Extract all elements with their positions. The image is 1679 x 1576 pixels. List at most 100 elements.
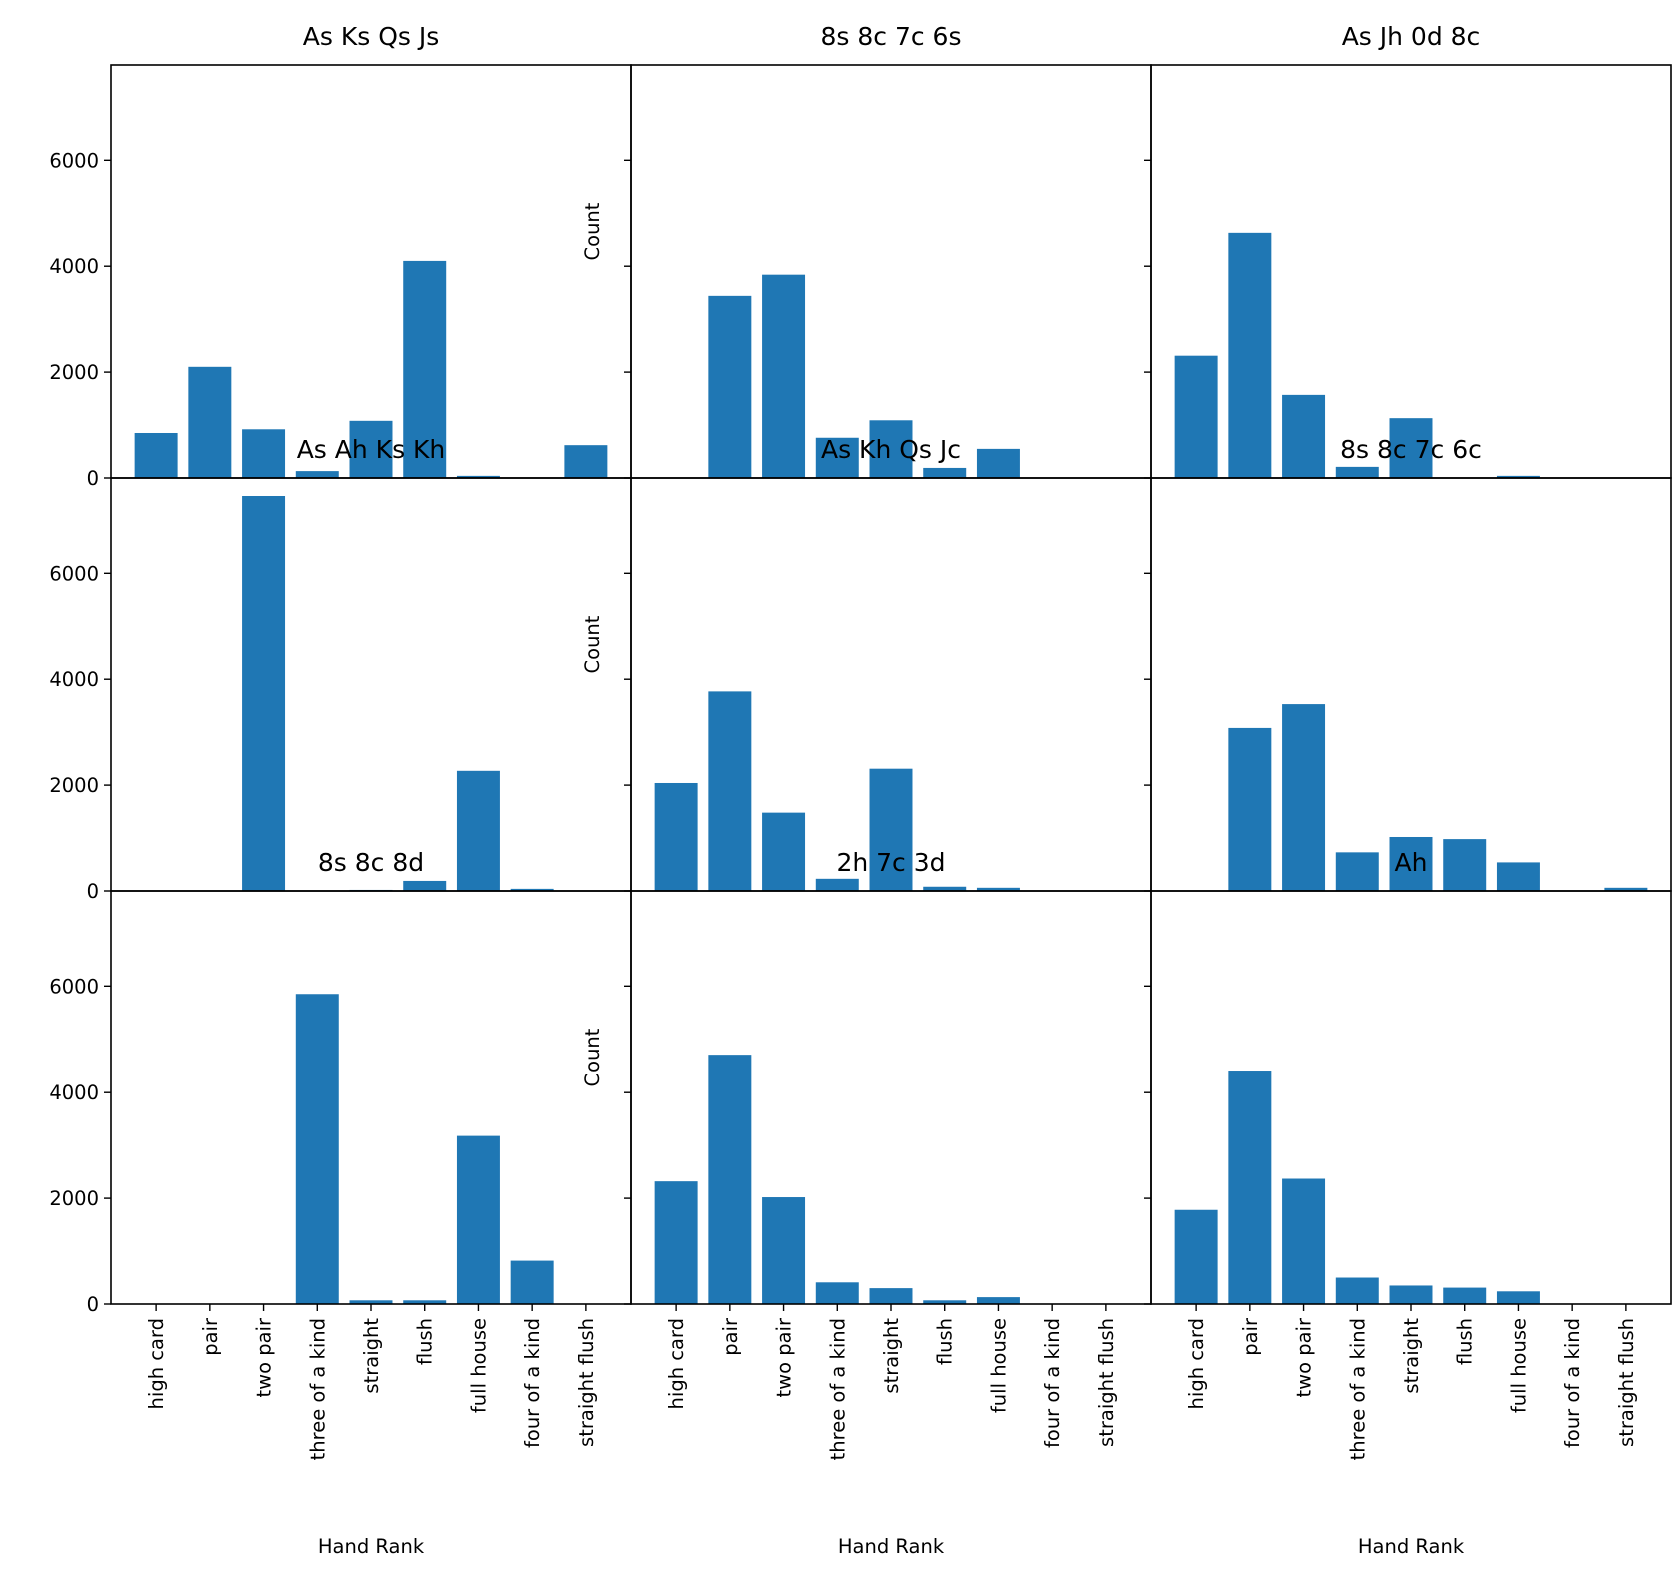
xtick-label-8-3: two pair: [773, 1317, 796, 1397]
xtick-label-7-8: four of a kind: [521, 1318, 544, 1448]
bar-8-7: [976, 1297, 1020, 1304]
bar-7-4: [295, 994, 339, 1304]
panel-frame-4: [110, 477, 632, 892]
xtick-label-8-8: four of a kind: [1041, 1318, 1064, 1448]
bar-6-3: [1282, 704, 1326, 891]
xtick-label-9-1: high card: [1185, 1318, 1208, 1409]
y-axis-label-2: Count: [581, 202, 604, 260]
x-axis-label-7: Hand Rank: [318, 1535, 425, 1558]
xtick-label-8-7: full house: [987, 1318, 1010, 1413]
ytick-label-7-4: 6000: [49, 975, 99, 998]
ytick-label-4-2: 2000: [49, 774, 99, 797]
panel-title-8: 2h 7c 3d: [836, 848, 945, 877]
bar-9-1: [1174, 1209, 1218, 1304]
bar-1-9: [564, 445, 608, 478]
y-axis-label-5: Count: [581, 615, 604, 673]
x-axis-label-8: Hand Rank: [838, 1535, 945, 1558]
xtick-label-7-6: flush: [414, 1318, 437, 1365]
panel-title-7: 8s 8c 8d: [318, 848, 424, 877]
bar-6-7: [1496, 862, 1540, 891]
bar-3-1: [1174, 355, 1218, 478]
xtick-label-8-5: straight: [880, 1318, 903, 1394]
xtick-label-8-1: high card: [665, 1318, 688, 1409]
xtick-label-9-5: straight: [1400, 1318, 1423, 1394]
panel-frame-7: [110, 890, 632, 1305]
xtick-label-7-9: straight flush: [575, 1318, 598, 1447]
xtick-label-7-5: straight: [360, 1318, 383, 1394]
bar-1-4: [295, 471, 339, 478]
bar-5-4: [815, 878, 859, 891]
bar-1-6: [403, 260, 447, 478]
panel-title-2: 8s 8c 7c 6s: [820, 22, 961, 51]
bar-6-4: [1335, 852, 1379, 891]
ytick-label-7-1: 0: [87, 1293, 99, 1316]
bar-3-3: [1282, 394, 1326, 478]
bar-3-7: [1496, 475, 1540, 478]
xtick-label-9-4: three of a kind: [1346, 1318, 1369, 1460]
xtick-label-7-7: full house: [467, 1318, 490, 1413]
bar-7-5: [349, 1300, 393, 1304]
bar-6-2: [1228, 727, 1272, 891]
xtick-label-7-3: two pair: [253, 1317, 276, 1397]
bar-8-5: [869, 1288, 913, 1304]
bar-1-7: [456, 475, 500, 478]
bar-9-7: [1496, 1291, 1540, 1304]
ytick-label-1-2: 2000: [49, 361, 99, 384]
bar-1-2: [188, 366, 232, 478]
panel-title-5: As Kh Qs Jc: [821, 435, 961, 464]
bar-4-6: [403, 880, 447, 891]
bar-6-9: [1604, 887, 1648, 891]
bar-5-5: [869, 768, 913, 891]
bar-9-5: [1389, 1285, 1433, 1304]
x-axis-label-9: Hand Rank: [1358, 1535, 1465, 1558]
xtick-label-9-2: pair: [1239, 1317, 1262, 1356]
bar-4-3: [242, 496, 286, 891]
bar-1-1: [134, 432, 178, 478]
ytick-label-4-1: 0: [87, 880, 99, 903]
ytick-label-4-4: 6000: [49, 562, 99, 585]
bar-2-3: [762, 274, 806, 478]
bar-3-2: [1228, 232, 1272, 478]
bar-2-5: [869, 420, 913, 478]
ytick-label-7-3: 4000: [49, 1081, 99, 1104]
bar-2-2: [708, 295, 752, 478]
bar-8-4: [815, 1282, 859, 1304]
xtick-label-7-2: pair: [199, 1317, 222, 1356]
bar-5-6: [923, 886, 967, 891]
panel-title-4: As Ah Ks Kh: [297, 435, 446, 464]
bar-9-4: [1335, 1277, 1379, 1304]
bar-6-5: [1389, 836, 1433, 891]
ytick-label-4-3: 4000: [49, 668, 99, 691]
bar-5-2: [708, 691, 752, 891]
bar-9-3: [1282, 1178, 1326, 1304]
bar-6-6: [1443, 839, 1487, 891]
bar-5-7: [976, 887, 1020, 891]
xtick-label-8-9: straight flush: [1095, 1318, 1118, 1447]
bar-7-8: [510, 1260, 554, 1304]
panel-title-6: 8s 8c 7c 6c: [1340, 435, 1482, 464]
bar-5-3: [762, 812, 806, 891]
xtick-label-9-6: flush: [1454, 1318, 1477, 1365]
bar-8-1: [654, 1181, 698, 1304]
bar-2-6: [923, 467, 967, 478]
bar-4-7: [456, 770, 500, 891]
xtick-label-8-6: flush: [934, 1318, 957, 1365]
bar-1-3: [242, 429, 286, 478]
xtick-label-7-4: three of a kind: [306, 1318, 329, 1460]
ytick-label-1-4: 6000: [49, 149, 99, 172]
bar-3-4: [1335, 466, 1379, 478]
bar-8-6: [923, 1300, 967, 1304]
bar-2-7: [976, 448, 1020, 478]
xtick-label-9-8: four of a kind: [1561, 1318, 1584, 1448]
panel-title-3: As Jh 0d 8c: [1342, 22, 1481, 51]
bar-7-7: [456, 1135, 500, 1304]
bar-3-5: [1389, 418, 1433, 478]
xtick-label-9-3: two pair: [1293, 1317, 1316, 1397]
xtick-label-9-9: straight flush: [1615, 1318, 1638, 1447]
y-axis-label-8: Count: [581, 1028, 604, 1086]
xtick-label-8-2: pair: [719, 1317, 742, 1356]
bar-8-3: [762, 1197, 806, 1304]
bar-2-4: [815, 437, 859, 478]
bar-9-6: [1443, 1287, 1487, 1304]
